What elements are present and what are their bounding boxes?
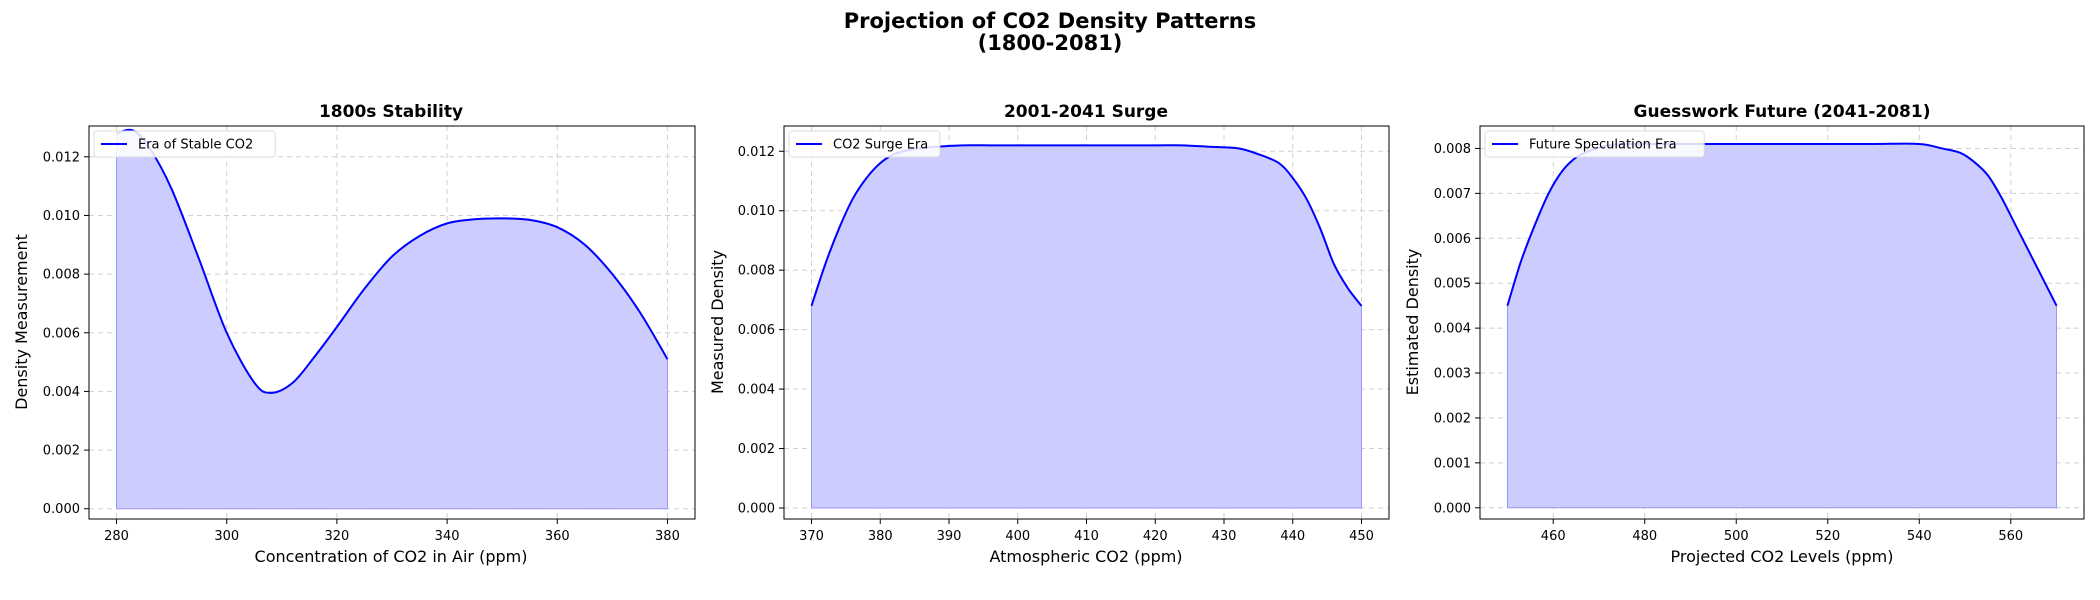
y-tick-label: 0.004 — [43, 385, 80, 400]
series-line — [116, 128, 669, 394]
x-tick-label: 480 — [1632, 529, 1657, 544]
legend-box — [788, 130, 941, 158]
plot-area — [116, 128, 669, 510]
y-tick-label: 0.002 — [1434, 411, 1471, 426]
legend-label: Future Speculation Era — [1529, 138, 1677, 153]
legend-label: Era of Stable CO2 — [138, 138, 253, 153]
x-tick-label: 520 — [1815, 529, 1840, 544]
x-tick-label: 560 — [1998, 529, 2023, 544]
x-tick-label: 400 — [1005, 529, 1030, 544]
y-tick-label: 0.000 — [1434, 501, 1471, 516]
x-axis-label: Projected CO2 Levels (ppm) — [1671, 547, 1894, 566]
y-tick-label: 0.010 — [43, 209, 80, 224]
x-tick-label: 430 — [1212, 529, 1237, 544]
series-line — [1506, 142, 2058, 307]
series-area — [116, 129, 668, 510]
axes-frame — [1479, 125, 2085, 520]
y-tick-label: 0.008 — [1434, 142, 1471, 157]
x-axis-label: Concentration of CO2 in Air (ppm) — [255, 547, 528, 566]
x-tick-label: 320 — [324, 529, 349, 544]
y-tick-label: 0.012 — [43, 150, 80, 165]
x-tick-label: 280 — [104, 529, 129, 544]
y-tick-label: 0.007 — [1434, 187, 1471, 202]
x-tick-label: 450 — [1349, 529, 1374, 544]
y-axis-label: Measured Density — [708, 250, 727, 394]
panel-title: 2001-2041 Surge — [1004, 102, 1168, 122]
y-tick-label: 0.008 — [43, 268, 80, 283]
series-line — [810, 144, 1363, 307]
series-area — [811, 144, 1362, 509]
x-tick-label: 300 — [214, 529, 239, 544]
y-tick-label: 0.010 — [738, 204, 775, 219]
axes: 460 480 500 520 540 560 0.000 0.001 0.002 0.003 0.… — [1434, 125, 2085, 544]
panel-title: 1800s Stability — [319, 102, 463, 122]
x-tick-label: 380 — [868, 529, 893, 544]
plot-area — [1506, 142, 2058, 509]
y-tick-label: 0.002 — [738, 442, 775, 457]
x-tick-label: 500 — [1724, 529, 1749, 544]
x-tick-label: 370 — [799, 529, 824, 544]
y-tick-label: 0.002 — [43, 444, 80, 459]
x-axis-label: Atmospheric CO2 (ppm) — [989, 547, 1182, 566]
x-tick-label: 440 — [1280, 529, 1305, 544]
legend: Future Speculation Era — [1484, 130, 1705, 158]
x-tick-label: 380 — [655, 529, 680, 544]
legend: Era of Stable CO2 — [93, 130, 276, 158]
axes: 370 380 390 400 410 420 430 440 450 0.000 0.002 0.0… — [738, 125, 1390, 544]
figure-title-line2: (1800-2081) — [978, 31, 1123, 55]
figure-title-line1: Projection of CO2 Density Patterns — [844, 9, 1257, 33]
x-tick-label: 460 — [1541, 529, 1566, 544]
panel-2001-2041-surge: 2001-2041 Surge Atmospheric CO2 (ppm) Me… — [708, 102, 1390, 566]
x-tick-label: 410 — [1074, 529, 1099, 544]
y-tick-label: 0.004 — [1434, 322, 1471, 337]
panel-guesswork-future: Guesswork Future (2041-2081) Projected C… — [1403, 102, 2085, 566]
x-tick-label: 340 — [435, 529, 460, 544]
panel-title: Guesswork Future (2041-2081) — [1634, 102, 1931, 122]
y-tick-label: 0.000 — [43, 502, 80, 517]
axes-frame — [88, 125, 696, 520]
y-tick-label: 0.004 — [738, 383, 775, 398]
x-tick-label: 420 — [1143, 529, 1168, 544]
axes: 280 300 320 340 360 380 0.000 0.002 0.004 0.006 0.… — [43, 125, 696, 544]
legend: CO2 Surge Era — [788, 130, 941, 158]
y-axis-label: Estimated Density — [1403, 249, 1422, 396]
x-tick-label: 540 — [1907, 529, 1932, 544]
legend-box — [1484, 130, 1705, 158]
y-tick-label: 0.008 — [738, 264, 775, 279]
y-tick-label: 0.003 — [1434, 367, 1471, 382]
y-tick-label: 0.006 — [1434, 232, 1471, 247]
legend-label: CO2 Surge Era — [833, 138, 928, 153]
y-tick-label: 0.005 — [1434, 277, 1471, 292]
legend-box — [93, 130, 276, 158]
y-tick-label: 0.006 — [738, 323, 775, 338]
plot-area — [810, 144, 1363, 509]
y-tick-label: 0.000 — [738, 502, 775, 517]
series-area — [1506, 143, 2058, 509]
y-tick-label: 0.012 — [738, 145, 775, 160]
x-tick-label: 390 — [937, 529, 962, 544]
x-tick-label: 360 — [545, 529, 570, 544]
y-tick-label: 0.001 — [1434, 456, 1471, 471]
y-tick-label: 0.006 — [43, 326, 80, 341]
y-axis-label: Density Measurement — [12, 234, 31, 410]
panel-1800s-stability: 1800s Stability Concentration of CO2 in … — [12, 102, 696, 566]
